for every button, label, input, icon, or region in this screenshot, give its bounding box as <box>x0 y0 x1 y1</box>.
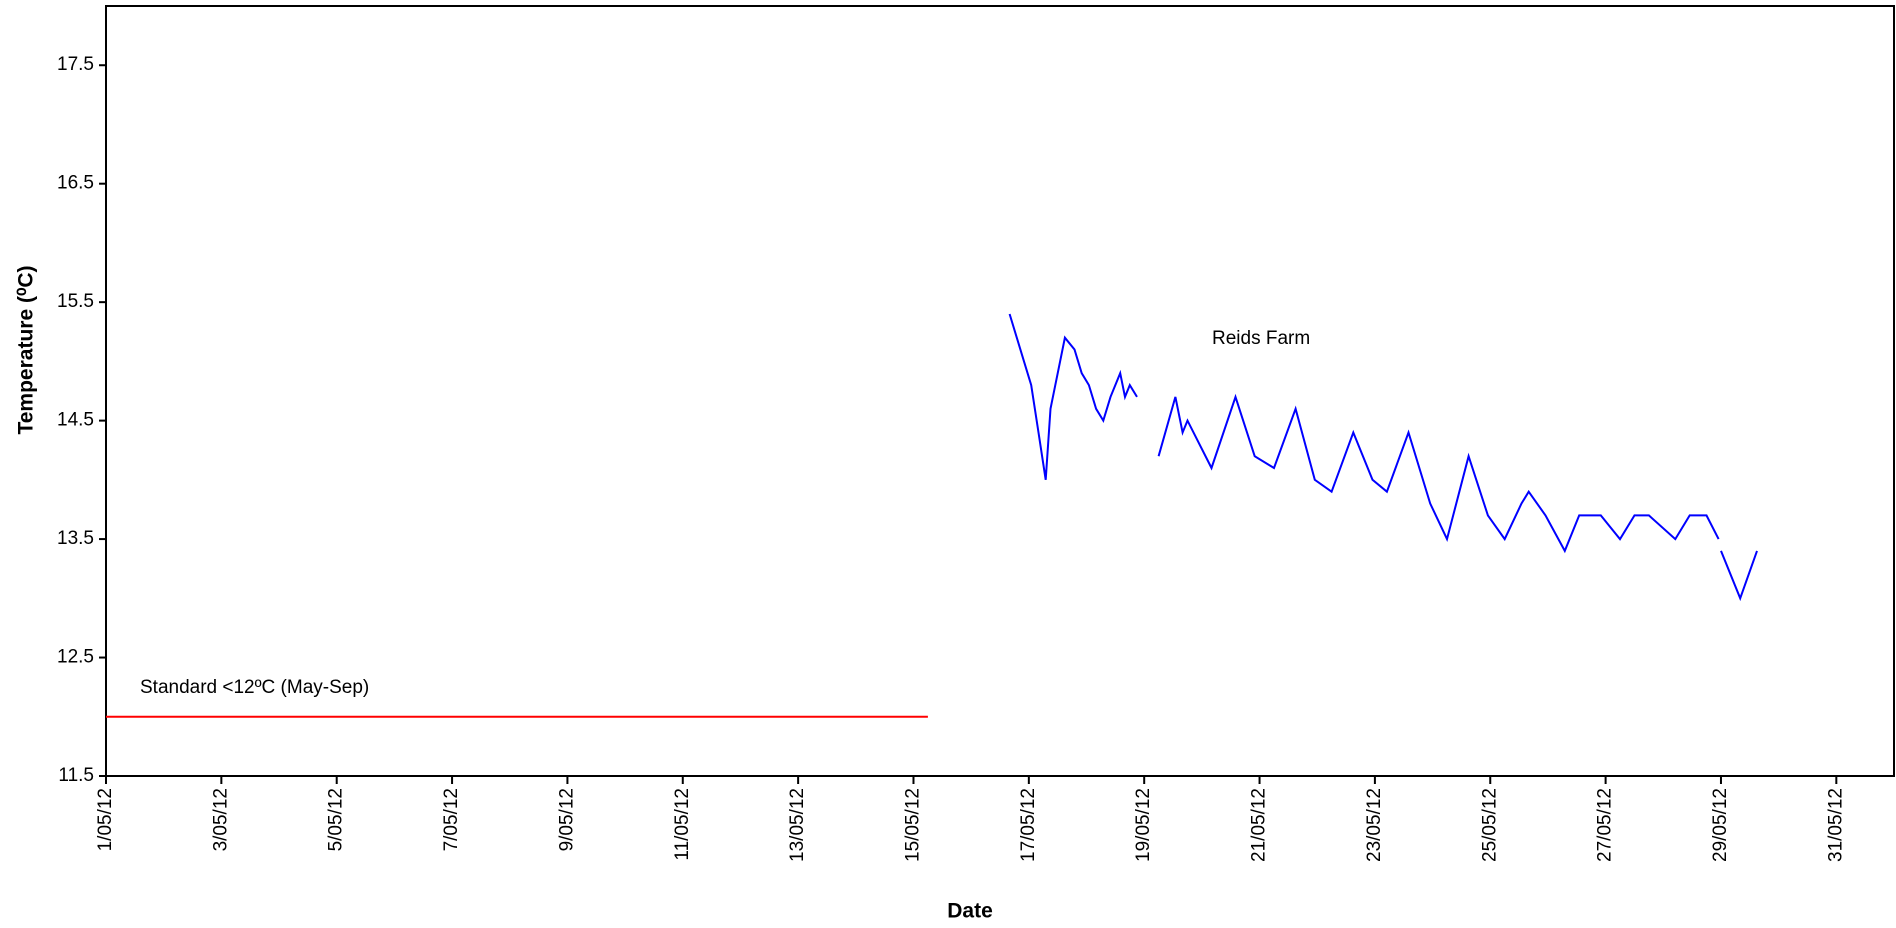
x-tick-label: 3/05/12 <box>210 788 231 851</box>
y-axis-title: Temperature (⁰C) <box>15 265 38 434</box>
y-tick-label: 17.5 <box>57 54 94 75</box>
y-tick-label: 16.5 <box>57 173 94 194</box>
x-tick-label: 29/05/12 <box>1710 788 1731 862</box>
x-tick-label: 31/05/12 <box>1825 788 1846 862</box>
series-label: Reids Farm <box>1212 328 1310 349</box>
y-tick-label: 15.5 <box>57 291 94 312</box>
x-tick-label: 25/05/12 <box>1479 788 1500 862</box>
x-tick-label: 7/05/12 <box>441 788 462 851</box>
x-tick-label: 9/05/12 <box>556 788 577 851</box>
x-tick-label: 23/05/12 <box>1364 788 1385 862</box>
x-tick-label: 1/05/12 <box>95 788 116 851</box>
y-tick-label: 12.5 <box>57 647 94 668</box>
x-tick-label: 27/05/12 <box>1595 788 1616 862</box>
x-tick-label: 13/05/12 <box>787 788 808 862</box>
data-line <box>1720 550 1758 602</box>
x-tick-label: 11/05/12 <box>672 788 693 861</box>
data-line <box>1157 393 1720 554</box>
series-label: Standard <12ºC (May-Sep) <box>140 677 369 698</box>
y-tick-label: 13.5 <box>57 528 94 549</box>
x-tick-label: 15/05/12 <box>902 788 923 862</box>
x-tick-label: 17/05/12 <box>1018 788 1039 862</box>
data-line <box>1008 313 1138 480</box>
x-tick-label: 5/05/12 <box>326 788 347 851</box>
plot-frame <box>105 5 1895 777</box>
y-tick-label: 11.5 <box>58 765 94 786</box>
x-tick-label: 21/05/12 <box>1249 788 1270 862</box>
y-tick-label: 14.5 <box>57 410 94 431</box>
x-axis-title: Date <box>947 900 993 923</box>
x-tick-label: 19/05/12 <box>1133 788 1154 862</box>
